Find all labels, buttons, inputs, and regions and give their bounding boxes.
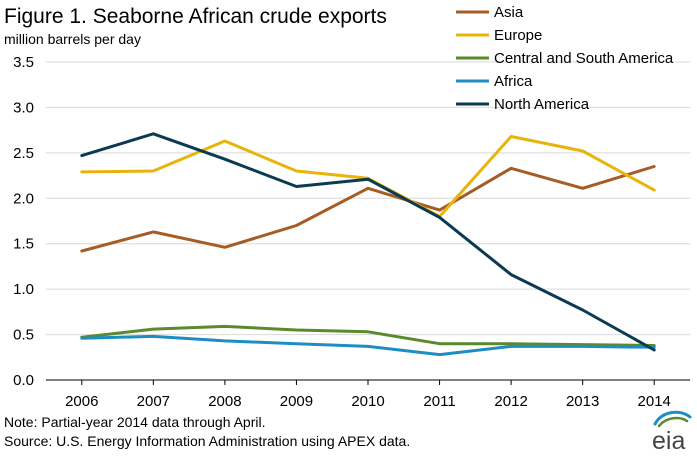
series-line-0 [80,165,656,253]
legend-label: Europe [494,27,542,44]
x-tick-label: 2008 [208,393,241,410]
legend-label: Asia [494,4,524,21]
y-axis-ticks: 0.0 0.5 1.0 1.5 2.0 2.5 3.0 3.5 [13,54,34,389]
y-tick-label: 3.0 [13,99,34,116]
x-tick-label: 2006 [65,393,98,410]
y-tick-label: 3.5 [13,54,34,71]
logo-text: eia [652,427,685,452]
series-line-2 [80,324,656,347]
x-tick-label: 2013 [566,393,599,410]
x-tick-label: 2009 [280,393,313,410]
y-tick-label: 0.0 [13,372,34,389]
x-tick-label: 2011 [423,393,455,410]
y-tick-label: 1.5 [13,236,34,253]
series-line-1 [80,135,656,218]
grid-lines [46,61,690,336]
series-lines [80,132,656,357]
x-axis-ticks: 2006 2007 2008 2009 2010 2011 2012 2013 2014 [65,380,671,410]
chart-subtitle: million barrels per day [4,31,141,47]
source-note: Source: U.S. Energy Information Administ… [4,433,411,449]
x-tick-label: 2010 [351,393,384,410]
y-tick-label: 0.5 [13,327,34,344]
eia-logo-icon: eia [652,410,692,452]
x-tick-label: 2012 [494,393,527,410]
series-line-3 [80,334,656,357]
series-line-4 [80,132,656,352]
y-tick-label: 2.0 [13,190,34,207]
y-tick-label: 2.5 [13,145,34,162]
legend-label: Central and South America [494,50,674,67]
y-tick-label: 1.0 [13,281,34,298]
legend-label: Africa [494,73,533,90]
footnote: Note: Partial-year 2014 data through Apr… [4,414,266,430]
legend: Asia Europe Central and South America Afric… [456,4,674,113]
x-tick-label: 2014 [638,393,671,410]
legend-label: North America [494,96,590,113]
x-tick-label: 2007 [137,393,170,410]
chart-title: Figure 1. Seaborne African crude exports [4,5,387,28]
